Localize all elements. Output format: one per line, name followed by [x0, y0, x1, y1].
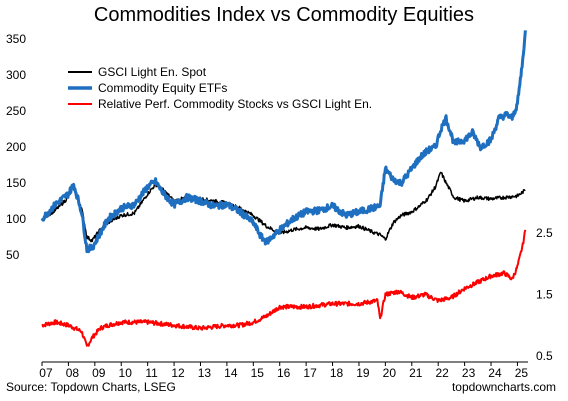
right-tick-label: 1.5: [536, 288, 553, 302]
left-axis: 50 100 150 200 250 300 350: [6, 32, 26, 262]
left-tick-label: 350: [6, 32, 26, 46]
right-tick-label: 0.5: [536, 349, 553, 363]
x-tick-label: 19: [356, 366, 370, 380]
series-line-1: [41, 171, 526, 243]
x-tick-label: 08: [66, 366, 80, 380]
x-tick-label: 11: [145, 366, 158, 380]
left-tick-label: 250: [6, 104, 26, 118]
x-tick-label: 07: [39, 366, 53, 380]
right-tick-label: 2.5: [536, 226, 553, 240]
x-tick-label: 23: [462, 366, 476, 380]
chart-title: Commodities Index vs Commodity Equities: [93, 4, 475, 26]
brand-label: topdowncharts.com: [451, 380, 556, 394]
left-tick-label: 150: [6, 176, 26, 190]
x-tick-label: 10: [119, 366, 133, 380]
x-tick-label: 12: [171, 366, 185, 380]
x-tick-label: 18: [330, 366, 344, 380]
legend-label: GSCI Light En. Spot: [98, 65, 207, 79]
series-line-3: [41, 229, 527, 347]
x-tick-label: 15: [251, 366, 265, 380]
x-tick-label: 24: [488, 366, 502, 380]
x-tick-label: 20: [383, 366, 397, 380]
left-tick-label: 50: [6, 248, 20, 262]
x-tick-label: 25: [515, 366, 529, 380]
left-tick-label: 200: [6, 140, 26, 154]
series-lines: [40, 30, 527, 347]
x-tick-label: 09: [92, 366, 106, 380]
x-tick-label: 22: [435, 366, 449, 380]
x-tick-label: 13: [198, 366, 212, 380]
legend: GSCI Light En. Spot Commodity Equity ETFs…: [68, 65, 372, 111]
x-tick-label: 16: [277, 366, 291, 380]
legend-label: Commodity Equity ETFs: [98, 81, 227, 95]
series-line-2: [40, 30, 527, 254]
right-axis: 0.5 1.5 2.5: [536, 226, 553, 363]
left-tick-label: 100: [6, 212, 26, 226]
x-tick-label: 17: [303, 366, 317, 380]
legend-label: Relative Perf. Commodity Stocks vs GSCI …: [98, 97, 372, 111]
x-axis: 07 08 09 10 11 12 13 14 15 16 17 18 19 20 21 22 23 24 25: [39, 361, 529, 380]
x-tick-label: 14: [224, 366, 238, 380]
x-tick-label: 21: [409, 366, 423, 380]
left-tick-label: 300: [6, 68, 26, 82]
source-note: Source: Topdown Charts, LSEG: [6, 380, 176, 394]
